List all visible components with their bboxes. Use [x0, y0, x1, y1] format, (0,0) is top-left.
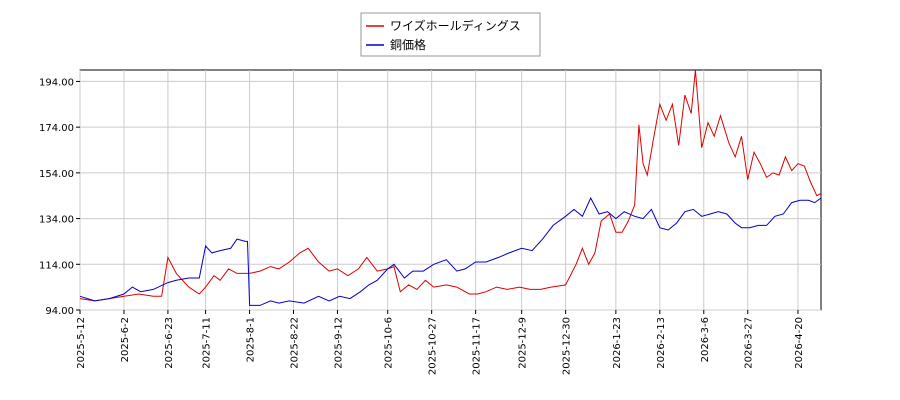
series-lines: [79, 69, 822, 306]
x-tick-label: 2026-4-20: [794, 317, 805, 369]
series-line-1: [79, 196, 822, 306]
x-tick-label: 2025-5-12: [76, 317, 87, 369]
legend-label-series-0: ワイズホールディングス: [390, 18, 521, 33]
y-tick-label: 194.00: [39, 77, 74, 88]
x-tick-label: 2025-8-1: [246, 317, 257, 362]
grid-lines: [79, 70, 821, 311]
plot-area: [79, 69, 822, 311]
x-axis: 2025-5-12 2025-6-2 2025-6-23 2025-7-11 2025-…: [76, 310, 805, 375]
x-tick-label: 2026-3-6: [700, 317, 711, 362]
y-tick-label: 174.00: [39, 123, 74, 134]
x-tick-label: 2025-10-6: [384, 317, 395, 369]
y-tick-label: 114.00: [39, 260, 74, 271]
y-tick-label: 134.00: [39, 215, 74, 226]
x-tick-label: 2025-12-9: [518, 317, 529, 369]
x-tick-label: 2026-3-27: [744, 317, 755, 369]
y-tick-label: 94.00: [45, 306, 74, 317]
x-tick-label: 2025-7-11: [202, 317, 213, 369]
x-tick-label: 2026-1-23: [612, 317, 623, 369]
x-tick-label: 2025-11-17: [472, 317, 483, 375]
y-tick-label: 154.00: [39, 169, 74, 180]
x-tick-label: 2026-2-13: [656, 317, 667, 369]
x-tick-label: 2025-10-27: [428, 317, 439, 375]
x-tick-label: 2025-12-30: [562, 317, 573, 375]
legend: ワイズホールディングス 銅価格: [360, 12, 541, 57]
x-tick-label: 2025-6-2: [120, 317, 131, 362]
x-tick-label: 2025-9-12: [333, 317, 344, 369]
y-axis: 94.00 114.00 134.00 154.00 174.00 194.00: [39, 77, 80, 317]
legend-box: [360, 12, 541, 57]
x-tick-label: 2025-6-23: [164, 317, 175, 369]
x-tick-label: 2025-8-22: [290, 317, 301, 369]
legend-label-series-1: 銅価格: [390, 37, 426, 52]
series-line-0: [79, 69, 822, 302]
